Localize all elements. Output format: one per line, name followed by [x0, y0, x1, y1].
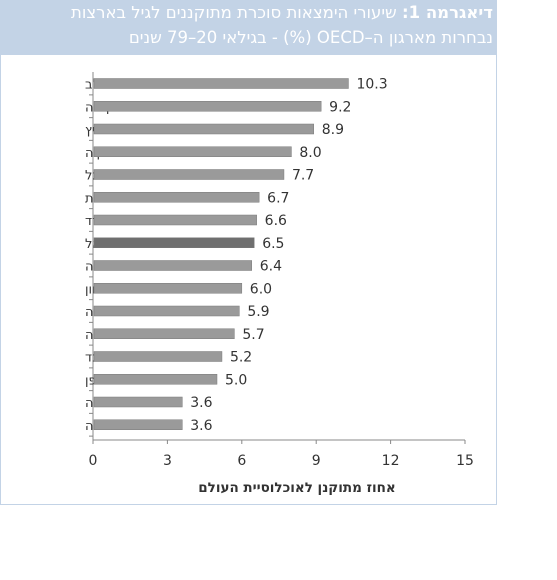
bar [93, 283, 243, 294]
data-label: 5.9 [247, 304, 269, 320]
bar [93, 351, 223, 362]
bar [93, 374, 218, 385]
x-tick-label: 6 [237, 453, 246, 469]
bar [93, 169, 285, 180]
data-label: 3.6 [190, 395, 212, 411]
data-label: 5.2 [230, 350, 252, 366]
bar [93, 123, 314, 135]
bar [93, 260, 252, 271]
bar [93, 419, 183, 430]
data-label: 7.7 [292, 168, 314, 184]
bar [93, 396, 183, 408]
bar [93, 214, 257, 226]
data-label: 5.7 [242, 327, 264, 343]
data-label: 6.7 [267, 190, 289, 206]
chart-title-lead: דיאגרמה 1: [402, 3, 493, 22]
data-label: 5.0 [225, 372, 247, 388]
data-label: 6.0 [250, 281, 272, 297]
bar [93, 78, 349, 89]
x-tick-label: 12 [382, 453, 400, 469]
x-tick-label: 0 [89, 453, 98, 469]
data-label: 8.0 [299, 145, 321, 161]
data-label: 6.6 [265, 213, 287, 229]
plot-frame [0, 55, 497, 505]
bar [93, 237, 255, 248]
chart-title: דיאגרמה 1: שיעורי הימצאות סוכרת מתוקננים… [71, 3, 493, 22]
data-label: 3.6 [190, 418, 212, 434]
data-label: 6.5 [262, 236, 284, 252]
bar [93, 328, 235, 339]
x-tick-label: 9 [312, 453, 321, 469]
x-axis-title: אחוז מתוקנן לאוכלוסיית העולם [198, 480, 395, 496]
data-label: 6.4 [260, 259, 282, 275]
bar [93, 101, 322, 112]
data-label: 8.9 [322, 122, 344, 138]
chart-title-text: שיעורי הימצאות סוכרת מתוקננים לגיל בארצו… [71, 3, 397, 22]
chart-header: דיאגרמה 1: שיעורי הימצאות סוכרת מתוקננים… [0, 0, 497, 55]
x-tick-label: 3 [163, 453, 172, 469]
bar [93, 305, 240, 317]
bar [93, 146, 292, 157]
data-label: 10.3 [356, 77, 387, 93]
data-label: 9.2 [329, 99, 351, 115]
x-tick-label: 15 [456, 453, 474, 469]
bar [93, 192, 260, 203]
chart-figure: דיאגרמה 1: שיעורי הימצאות סוכרת מתוקננים… [0, 0, 497, 505]
chart-subtitle: נבחרות מארגון ה–OECD (%) - בגילאי 20–79 … [128, 28, 493, 47]
